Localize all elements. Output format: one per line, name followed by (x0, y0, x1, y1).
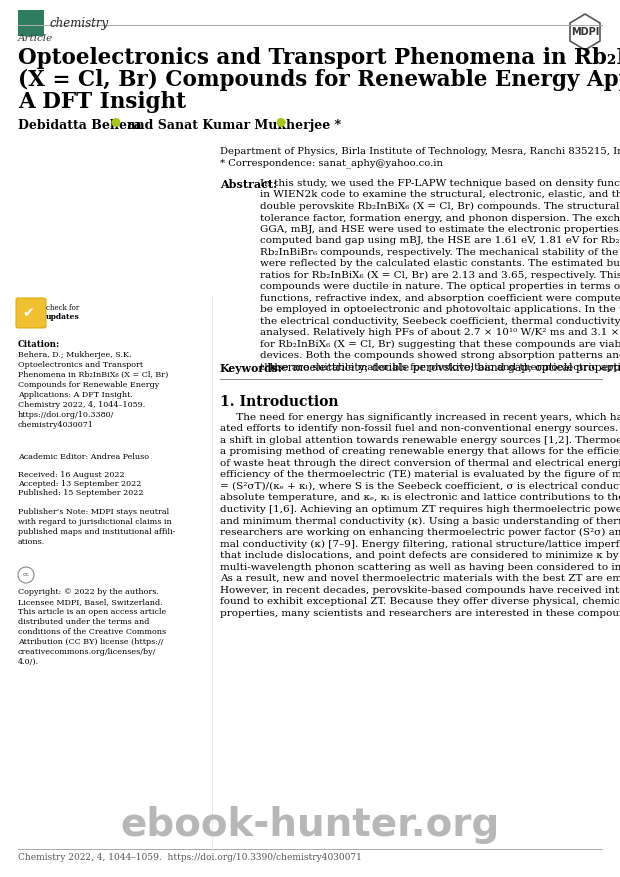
Circle shape (112, 118, 120, 126)
Text: chemistry: chemistry (49, 17, 108, 30)
Text: updates: updates (46, 313, 80, 321)
Text: Copyright: © 2022 by the authors.
Licensee MDPI, Basel, Switzerland.
This articl: Copyright: © 2022 by the authors. Licens… (18, 588, 166, 666)
Text: The need for energy has significantly increased in recent years, which has accel: The need for energy has significantly in… (220, 413, 620, 617)
Text: Abstract:: Abstract: (220, 179, 277, 190)
Text: (X = Cl, Br) Compounds for Renewable Energy Applications:: (X = Cl, Br) Compounds for Renewable Ene… (18, 69, 620, 91)
Text: In this study, we used the FP-LAPW technique based on density functional theory : In this study, we used the FP-LAPW techn… (260, 179, 620, 372)
Text: Citation:: Citation: (18, 340, 60, 349)
Text: cc: cc (22, 573, 30, 577)
Text: Department of Physics, Birla Institute of Technology, Mesra, Ranchi 835215, Indi: Department of Physics, Birla Institute o… (220, 147, 620, 156)
Circle shape (277, 118, 285, 126)
Text: Accepted: 13 September 2022: Accepted: 13 September 2022 (18, 480, 141, 488)
Text: ebook-hunter.org: ebook-hunter.org (120, 806, 500, 844)
Text: Academic Editor: Andrea Peluso: Academic Editor: Andrea Peluso (18, 453, 149, 461)
Text: Published: 15 September 2022: Published: 15 September 2022 (18, 489, 143, 497)
Text: and Sanat Kumar Mukherjee *: and Sanat Kumar Mukherjee * (123, 119, 341, 132)
Text: thermoelectricity; double perovskite; band gap; optical properties; power factor: thermoelectricity; double perovskite; ba… (270, 363, 620, 373)
Text: Optoelectronics and Transport Phenomena in Rb₂InBiX₆: Optoelectronics and Transport Phenomena … (18, 47, 620, 69)
Text: Keywords:: Keywords: (220, 363, 283, 374)
Text: Debidatta Behera: Debidatta Behera (18, 119, 142, 132)
Text: MDPI: MDPI (571, 27, 599, 37)
Text: Article: Article (18, 34, 53, 43)
Text: Chemistry 2022, 4, 1044–1059.  https://doi.org/10.3390/chemistry4030071: Chemistry 2022, 4, 1044–1059. https://do… (18, 853, 362, 862)
Polygon shape (570, 14, 600, 50)
Text: * Correspondence: sanat_aphy@yahoo.co.in: * Correspondence: sanat_aphy@yahoo.co.in (220, 158, 443, 168)
Text: 1. Introduction: 1. Introduction (220, 395, 339, 409)
Text: ✔: ✔ (22, 306, 34, 320)
Text: Received: 16 August 2022: Received: 16 August 2022 (18, 471, 125, 479)
Text: check for: check for (46, 304, 79, 312)
Text: A DFT Insight: A DFT Insight (18, 91, 186, 113)
Text: Publisher’s Note: MDPI stays neutral
with regard to jurisdictional claims in
pub: Publisher’s Note: MDPI stays neutral wit… (18, 508, 175, 546)
Text: Behera, D.; Mukherjee, S.K.
Optoelectronics and Transport
Phenomena in Rb₂InBiX₆: Behera, D.; Mukherjee, S.K. Optoelectron… (18, 351, 169, 429)
Text: iD: iD (278, 120, 284, 125)
FancyBboxPatch shape (16, 298, 46, 328)
FancyBboxPatch shape (18, 10, 44, 36)
Text: iD: iD (113, 120, 119, 125)
